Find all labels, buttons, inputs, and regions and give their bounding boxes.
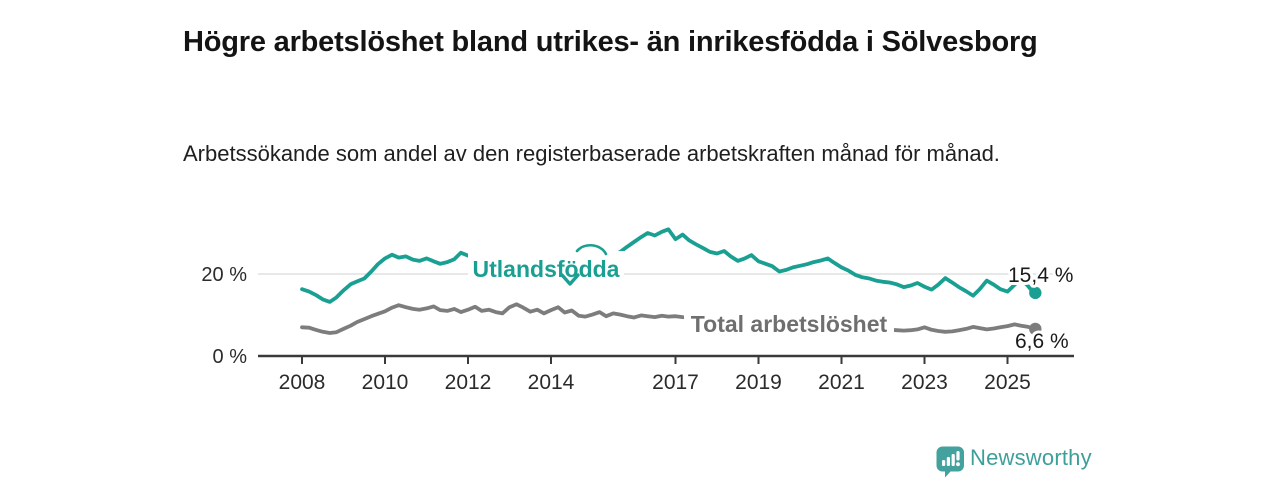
newsworthy-brand-text: Newsworthy xyxy=(970,445,1092,470)
x-axis-tick-label: 2025 xyxy=(984,371,1031,394)
series-label-bg xyxy=(468,251,624,278)
newsworthy-logo: Newsworthy xyxy=(936,445,1092,478)
x-axis-tick-label: 2010 xyxy=(362,371,409,394)
series-label-bg xyxy=(684,311,894,338)
series-end-dot xyxy=(1029,286,1042,300)
chart-subtitle: Arbetssökande som andel av den registerb… xyxy=(183,141,1000,166)
series-end-dot xyxy=(1029,322,1042,336)
x-axis-tick-label: 2023 xyxy=(901,371,948,394)
series-line-utlandsfodda xyxy=(300,227,1038,304)
series-line-total xyxy=(300,302,1038,335)
y-axis-tick-label: 20 % xyxy=(201,264,247,286)
bar-chart-speech-bubble-icon xyxy=(936,446,964,478)
series-label-total: Total arbetslöshet xyxy=(691,311,888,337)
chart-title: Högre arbetslöshet bland utrikes- än inr… xyxy=(183,26,1038,59)
label-arrow-head-icon xyxy=(560,273,580,286)
speech-bubble-shape xyxy=(936,446,964,478)
label-arrow-curve-icon xyxy=(575,244,608,256)
x-axis-tick-label: 2017 xyxy=(652,371,699,394)
x-axis-tick-label: 2008 xyxy=(279,371,326,394)
end-value-label: 15,4 % xyxy=(1008,264,1073,287)
x-axis-tick-label: 2014 xyxy=(528,371,575,394)
x-axis-tick-label: 2012 xyxy=(445,371,492,394)
end-value-label: 6,6 % xyxy=(1015,330,1069,353)
x-axis-tick-label: 2019 xyxy=(735,371,782,394)
series-label-utlandsfodda: Utlandsfödda xyxy=(473,256,620,282)
x-axis-tick-label: 2021 xyxy=(818,371,865,394)
y-axis-tick-label: 0 % xyxy=(213,346,248,368)
